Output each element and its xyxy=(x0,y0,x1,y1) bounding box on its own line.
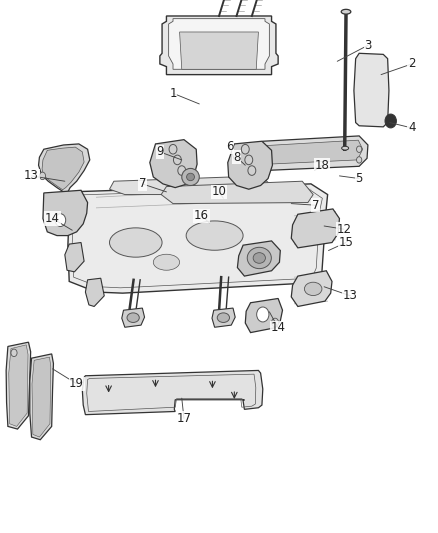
Circle shape xyxy=(357,157,362,163)
Text: 15: 15 xyxy=(339,236,353,249)
Ellipse shape xyxy=(247,247,271,269)
Circle shape xyxy=(385,114,396,128)
Polygon shape xyxy=(245,298,283,333)
Circle shape xyxy=(11,349,17,357)
Text: 10: 10 xyxy=(212,185,226,198)
Text: 8: 8 xyxy=(233,151,240,164)
Polygon shape xyxy=(212,308,235,327)
Text: 4: 4 xyxy=(408,122,416,134)
Polygon shape xyxy=(180,32,258,69)
Text: 2: 2 xyxy=(408,58,416,70)
Circle shape xyxy=(259,157,264,163)
Polygon shape xyxy=(291,209,339,248)
Circle shape xyxy=(260,146,265,152)
Polygon shape xyxy=(30,354,53,440)
Circle shape xyxy=(272,318,279,327)
Polygon shape xyxy=(39,144,90,192)
Polygon shape xyxy=(122,308,145,327)
Polygon shape xyxy=(255,136,368,171)
Text: 13: 13 xyxy=(343,289,358,302)
Text: 7: 7 xyxy=(311,199,319,212)
Circle shape xyxy=(241,144,249,154)
Ellipse shape xyxy=(217,313,230,322)
Polygon shape xyxy=(9,345,28,426)
Polygon shape xyxy=(291,271,332,306)
Ellipse shape xyxy=(243,255,265,268)
Polygon shape xyxy=(43,190,88,236)
Polygon shape xyxy=(160,16,278,75)
Polygon shape xyxy=(237,241,280,276)
Text: 13: 13 xyxy=(24,169,39,182)
Ellipse shape xyxy=(253,253,265,263)
Text: 5: 5 xyxy=(356,172,363,185)
Polygon shape xyxy=(150,140,197,188)
Circle shape xyxy=(169,144,177,154)
Ellipse shape xyxy=(127,313,139,322)
Circle shape xyxy=(257,307,269,322)
Polygon shape xyxy=(82,370,263,415)
Text: 6: 6 xyxy=(226,140,234,153)
Polygon shape xyxy=(161,181,313,204)
Text: 12: 12 xyxy=(336,223,351,236)
Ellipse shape xyxy=(153,254,180,270)
Ellipse shape xyxy=(182,168,199,185)
Polygon shape xyxy=(261,140,363,164)
Text: 7: 7 xyxy=(138,177,146,190)
Circle shape xyxy=(248,166,256,175)
Circle shape xyxy=(55,214,66,227)
Polygon shape xyxy=(228,141,272,189)
Ellipse shape xyxy=(304,282,322,295)
Text: 14: 14 xyxy=(45,212,60,225)
Text: 9: 9 xyxy=(156,146,164,158)
Polygon shape xyxy=(6,342,31,429)
Polygon shape xyxy=(85,278,104,306)
Ellipse shape xyxy=(110,228,162,257)
Polygon shape xyxy=(65,243,84,272)
Circle shape xyxy=(245,155,253,165)
Polygon shape xyxy=(169,19,269,69)
Polygon shape xyxy=(32,357,51,437)
Text: 14: 14 xyxy=(271,321,286,334)
Polygon shape xyxy=(68,184,328,293)
Ellipse shape xyxy=(341,9,351,14)
Circle shape xyxy=(39,172,46,180)
Polygon shape xyxy=(354,53,389,127)
Polygon shape xyxy=(110,176,276,195)
Text: 16: 16 xyxy=(194,209,209,222)
Ellipse shape xyxy=(186,221,243,250)
Text: 3: 3 xyxy=(364,39,371,52)
Text: 17: 17 xyxy=(177,412,191,425)
Polygon shape xyxy=(42,147,84,190)
Circle shape xyxy=(178,166,186,175)
Circle shape xyxy=(357,146,362,152)
Text: 18: 18 xyxy=(314,159,329,172)
Text: 1: 1 xyxy=(169,87,177,100)
Circle shape xyxy=(173,155,181,165)
Text: 19: 19 xyxy=(69,377,84,390)
Ellipse shape xyxy=(342,147,349,150)
Ellipse shape xyxy=(187,173,194,181)
